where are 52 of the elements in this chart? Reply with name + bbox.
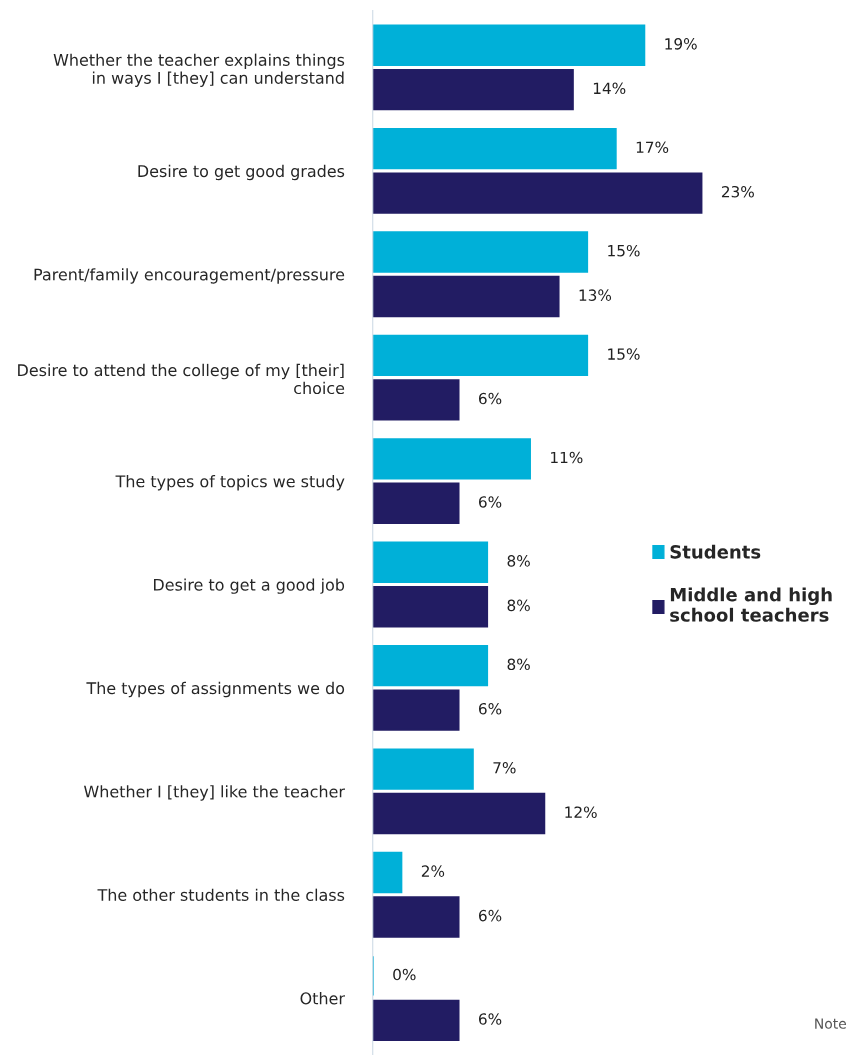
bar: [372, 586, 489, 628]
bar: [372, 748, 474, 790]
legend-label: Middle and high school teachers: [670, 587, 832, 622]
y-tick-label: The other students in the class: [97, 888, 345, 902]
bar: [372, 379, 460, 421]
text: Note: [815, 1018, 846, 1029]
y-tick-label: Parent/family encouragement/pressure: [34, 268, 345, 284]
data-label: 8%: [507, 555, 530, 567]
bar: [372, 896, 460, 938]
y-tick-label: Whether the teacher explains things in ways I [they] can understand: [53, 53, 345, 87]
bar: [372, 172, 703, 214]
bar: [372, 482, 460, 524]
data-label: 6%: [478, 392, 502, 405]
data-label: 15%: [608, 244, 640, 257]
y-tick-label: Desire to attend the college of my [their] choice: [18, 363, 345, 395]
data-label: 8%: [507, 599, 530, 612]
data-label: 13%: [579, 289, 612, 301]
data-label: 11%: [551, 451, 583, 464]
y-tick-label: The types of topics we study: [115, 475, 345, 491]
data-label: 6%: [478, 496, 502, 508]
y-tick-label: The types of assignments we do: [86, 681, 345, 698]
bar: [372, 644, 489, 687]
data-label: 6%: [478, 703, 502, 715]
bar: [372, 438, 531, 480]
bar: [372, 127, 617, 170]
data-label: 7%: [493, 761, 516, 774]
y-tick-label: Whether I [they] like the teacher: [83, 785, 345, 801]
y-tick-label: Other: [300, 992, 345, 1005]
data-label: 23%: [721, 185, 754, 198]
data-label: 6%: [478, 1013, 502, 1025]
data-label: 8%: [507, 658, 530, 671]
data-label: 2%: [421, 865, 445, 877]
y-tick-label: Desire to get good grades: [138, 164, 345, 181]
bar: [372, 275, 560, 318]
bar: [372, 999, 460, 1042]
bar: [372, 689, 460, 731]
legend-label: Students: [670, 544, 761, 559]
data-label: 15%: [608, 348, 640, 360]
bar: [372, 792, 546, 835]
data-label: 17%: [636, 141, 669, 154]
bar: [372, 24, 646, 66]
data-label: 0%: [393, 968, 416, 981]
data-label: 12%: [565, 806, 597, 818]
data-label: 19%: [665, 38, 697, 50]
bar: [372, 231, 589, 273]
bar: [372, 851, 403, 894]
y-tick-label: Desire to get a good job: [154, 578, 345, 594]
data-label: 14%: [593, 82, 626, 95]
data-label: 6%: [478, 909, 502, 922]
bar: [372, 541, 489, 583]
bar: [372, 334, 589, 377]
bar: [372, 68, 574, 111]
